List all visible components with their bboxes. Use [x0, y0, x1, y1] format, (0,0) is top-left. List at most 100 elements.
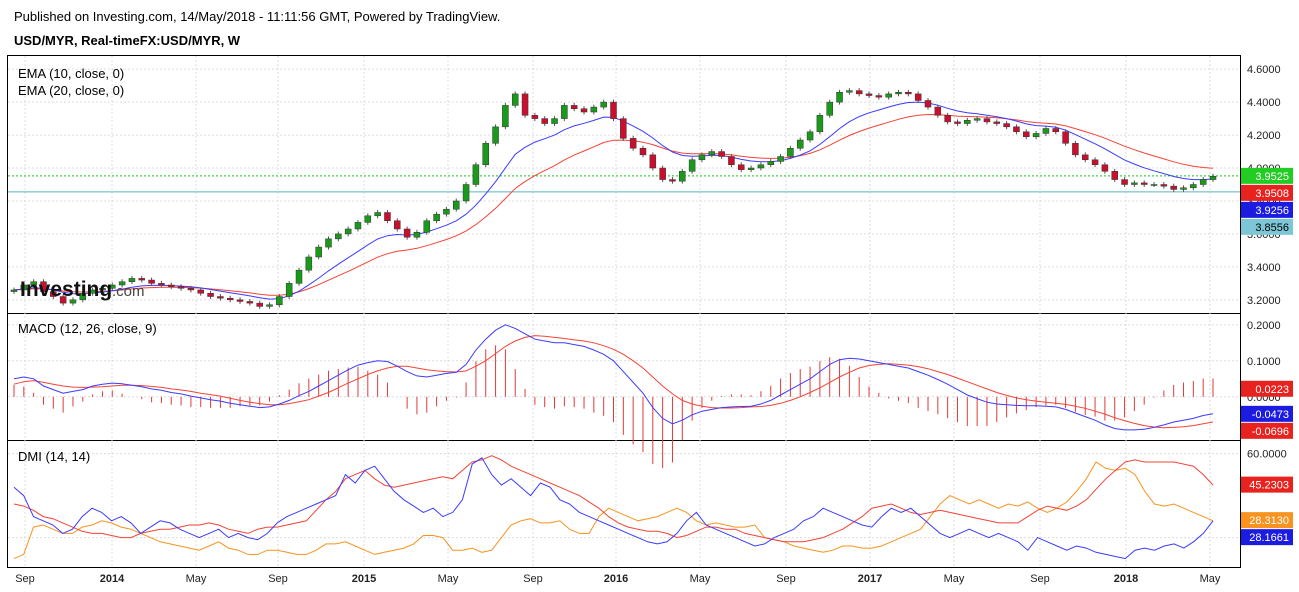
price-value-box	[1241, 201, 1293, 218]
plus-di-line	[13, 457, 1214, 560]
candle	[885, 93, 892, 98]
candle	[1072, 143, 1079, 156]
x-tick-label: May	[1200, 573, 1221, 585]
candle	[1013, 126, 1020, 133]
logo-suffix: .com	[112, 283, 145, 300]
candle	[40, 281, 47, 292]
candle	[580, 108, 588, 113]
y-tick-label: 0.1000	[1247, 356, 1281, 368]
x-tick-label: Sep	[1030, 573, 1050, 585]
candle	[816, 115, 824, 133]
candle	[138, 278, 146, 281]
y-tick-label: 4.6000	[1247, 64, 1281, 76]
candle	[669, 179, 676, 182]
candle	[197, 289, 204, 294]
candle	[276, 296, 283, 306]
candle	[482, 143, 489, 165]
price-value-label: 3.9508	[1255, 188, 1289, 200]
published-info: Published on Investing.com, 14/May/2018 …	[14, 9, 501, 24]
macd-value-label: -0.0473	[1252, 409, 1289, 421]
dmi-value-box	[1241, 529, 1293, 546]
candle	[384, 212, 391, 221]
candle	[738, 164, 745, 170]
candle	[148, 279, 155, 284]
candle	[521, 93, 529, 116]
candle	[934, 106, 942, 116]
candle	[787, 148, 794, 157]
minus-di-line	[13, 455, 1214, 543]
adx-line	[13, 461, 1214, 560]
y-tick-label: 4.4000	[1247, 97, 1281, 109]
candle	[423, 220, 431, 233]
candle	[973, 118, 981, 121]
y-tick-label: 3.2000	[1247, 295, 1281, 307]
candle	[1023, 131, 1030, 137]
candle	[472, 164, 480, 185]
dmi-value-box	[1241, 476, 1293, 493]
price-value-box	[1241, 184, 1293, 201]
candle	[335, 233, 342, 240]
candle	[128, 278, 136, 282]
x-tick-label: 2014	[100, 573, 125, 585]
investing-logo: Investing .com	[20, 278, 145, 301]
candle	[511, 93, 519, 106]
candle	[708, 151, 716, 156]
candle	[50, 291, 57, 297]
candle	[698, 154, 706, 161]
dmi-value-label: 28.3130	[1249, 515, 1289, 527]
candle	[99, 288, 106, 291]
candle	[600, 101, 607, 108]
candle	[109, 284, 116, 289]
candle	[1121, 179, 1128, 185]
price-value-box	[1241, 218, 1293, 235]
candle	[796, 139, 804, 149]
candle	[846, 90, 853, 93]
macd-value-box	[1241, 380, 1293, 397]
x-tick-label: Sep	[523, 573, 543, 585]
x-tick-label: May	[186, 573, 207, 585]
candle	[1190, 184, 1197, 189]
candle	[413, 232, 421, 238]
x-tick-label: 2018	[1114, 573, 1138, 585]
price-value-box	[1241, 167, 1293, 184]
candle	[757, 164, 765, 169]
candle	[954, 121, 961, 124]
candle	[10, 289, 18, 292]
candle	[364, 215, 372, 223]
x-tick-label: May	[438, 573, 459, 585]
logo-brand: Investing	[20, 278, 112, 301]
candle	[993, 121, 1001, 124]
candle	[983, 118, 991, 123]
candle	[570, 105, 578, 109]
candle	[1003, 123, 1010, 128]
candle	[688, 159, 696, 172]
candle	[295, 269, 303, 284]
candle	[1131, 182, 1138, 185]
x-tick-label: 2016	[604, 573, 628, 585]
candle	[747, 167, 755, 170]
candle	[865, 93, 873, 96]
candle	[561, 105, 568, 119]
x-tick-label: Sep	[776, 573, 796, 585]
candle	[1062, 131, 1069, 144]
candle	[443, 208, 450, 215]
price-value-label: 3.9256	[1255, 205, 1289, 217]
price-value-label: 3.9525	[1255, 171, 1289, 183]
candle	[453, 200, 460, 210]
candle	[266, 304, 273, 307]
candle	[551, 118, 558, 124]
ema-fast-legend: EMA (10, close, 0)	[18, 66, 124, 81]
candle	[79, 292, 87, 301]
candle	[924, 100, 932, 108]
candle	[629, 138, 637, 149]
candle	[502, 105, 509, 128]
candle	[217, 296, 224, 299]
candle	[649, 154, 657, 169]
candle	[492, 126, 499, 144]
candle	[679, 171, 686, 182]
y-tick-label: 0.2000	[1247, 320, 1281, 332]
candle	[895, 91, 902, 95]
candle	[433, 213, 440, 221]
y-tick-label: 3.4000	[1247, 262, 1281, 274]
